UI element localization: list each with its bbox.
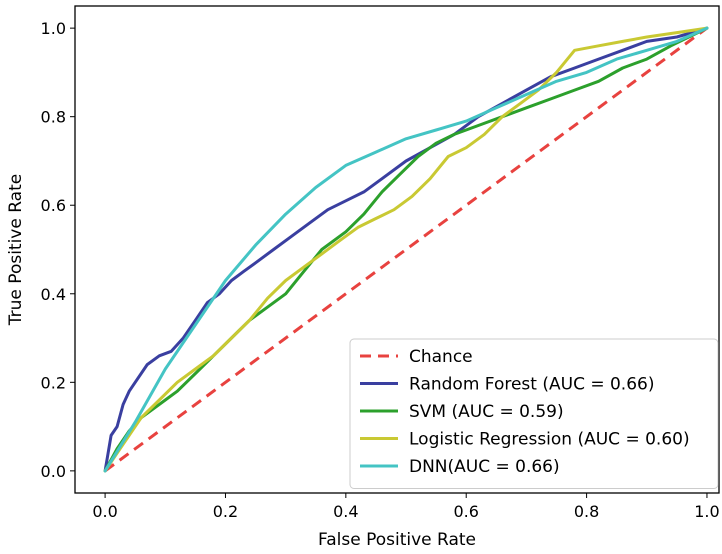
series-line-3 (103, 26, 709, 473)
y-tick-label: 1.0 (41, 19, 66, 38)
series-line-4 (103, 26, 709, 473)
ticks-layer: 0.0 0.2 0.4 0.6 0.8 1.0 0.0 0.2 0.4 0.6 0.8 1.0 (41, 19, 720, 521)
x-axis-label: False Positive Rate (318, 530, 476, 550)
legend-label: Chance (409, 347, 473, 367)
y-axis-label: True Positive Rate (6, 174, 26, 326)
legend-label: Logistic Regression (AUC = 0.60) (409, 430, 690, 450)
legend-label: DNN(AUC = 0.66) (409, 457, 560, 477)
legend-label: Random Forest (AUC = 0.66) (409, 375, 654, 395)
x-tick-label: 0.6 (453, 502, 478, 521)
x-tick-label: 0.2 (213, 502, 238, 521)
y-tick-label: 0.4 (41, 285, 66, 304)
legend-label: SVM (AUC = 0.59) (409, 402, 564, 422)
series-line-2 (103, 26, 709, 473)
y-tick-label: 0.2 (41, 373, 66, 392)
x-tick-label: 0.4 (333, 502, 358, 521)
legend: Chance Random Forest (AUC = 0.66) SVM (AUC… (349, 338, 719, 489)
x-tick-label: 0.0 (92, 502, 117, 521)
legend-box (349, 338, 719, 489)
x-tick-label: 0.8 (574, 502, 599, 521)
y-tick-label: 0.6 (41, 196, 66, 215)
series-layer (103, 26, 709, 473)
y-tick-label: 0.8 (41, 108, 66, 127)
y-tick-label: 0.0 (41, 462, 66, 481)
series-line-0 (104, 26, 708, 473)
x-tick-label: 1.0 (694, 502, 719, 521)
plot-frame (74, 5, 720, 494)
